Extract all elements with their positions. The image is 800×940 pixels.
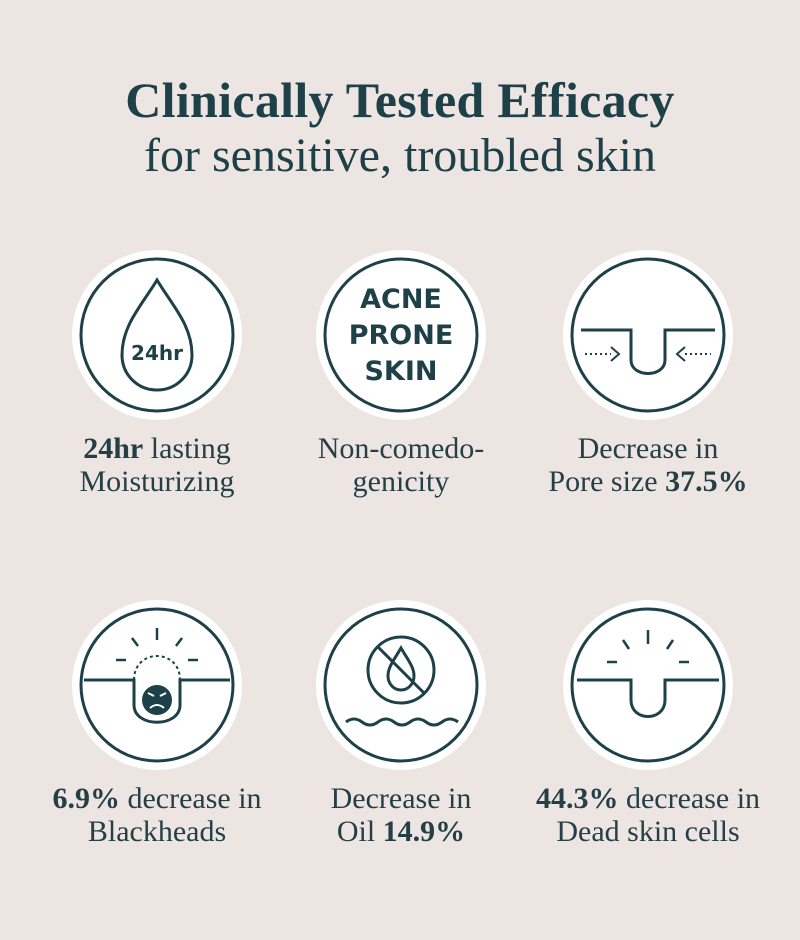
page-subtitle: for sensitive, troubled skin: [144, 129, 656, 182]
no-oil-icon: [323, 607, 479, 763]
caption-pore-size: Decrease in Pore size 37.5%: [508, 432, 788, 498]
badge-oil: [316, 600, 486, 770]
badge-moisturizing: 24hr: [72, 250, 242, 420]
droplet-label: 24hr: [131, 341, 183, 365]
caption-blackheads: 6.9% decrease in Blackheads: [17, 782, 297, 848]
caption-line1: Decrease in: [330, 782, 472, 815]
caption-line1: Decrease in: [577, 432, 719, 465]
badge-pore-size: [563, 250, 733, 420]
dead-skin-cells-icon: [570, 607, 726, 763]
page-title: Clinically Tested Efficacy: [125, 72, 675, 128]
caption-bold: 44.3%: [535, 782, 619, 815]
blackhead-icon: [79, 607, 235, 763]
acne-label: ACNE: [360, 284, 442, 315]
caption-moisturizing: 24hr lasting Moisturizing: [17, 432, 297, 498]
caption-non-comedogenic: Non-comedo- genicity: [261, 432, 541, 498]
caption-bold: 6.9%: [52, 782, 120, 815]
caption-line2: Dead skin cells: [556, 815, 740, 848]
caption-line1: Non-comedo-: [317, 432, 485, 465]
blackhead-face: [142, 685, 172, 715]
caption-dead-skin: 44.3% decrease in Dead skin cells: [508, 782, 788, 848]
droplet-24hr-icon: 24hr: [79, 257, 235, 413]
caption-bold: 14.9%: [382, 815, 466, 848]
caption-text: decrease in: [119, 782, 262, 815]
badge-blackheads: [72, 600, 242, 770]
caption-line2: genicity: [352, 465, 450, 498]
badge-dead-skin: [563, 600, 733, 770]
caption-text: decrease in: [618, 782, 761, 815]
caption-bold: 37.5%: [665, 465, 748, 498]
acne-prone-skin-icon: ACNE PRONE SKIN: [323, 257, 479, 413]
caption-oil: Decrease in Oil 14.9%: [261, 782, 541, 848]
caption-bold: 24hr: [83, 432, 144, 465]
badge-non-comedogenic: ACNE PRONE SKIN: [316, 250, 486, 420]
caption-line2: Moisturizing: [79, 465, 235, 498]
caption-text: Oil: [336, 815, 383, 848]
pore-shrink-icon: [570, 257, 726, 413]
caption-text: lasting: [143, 432, 231, 465]
prone-label: PRONE: [349, 320, 454, 351]
skin-label: SKIN: [364, 356, 437, 387]
caption-line2: Blackheads: [87, 815, 227, 848]
caption-text: Pore size: [548, 465, 666, 498]
